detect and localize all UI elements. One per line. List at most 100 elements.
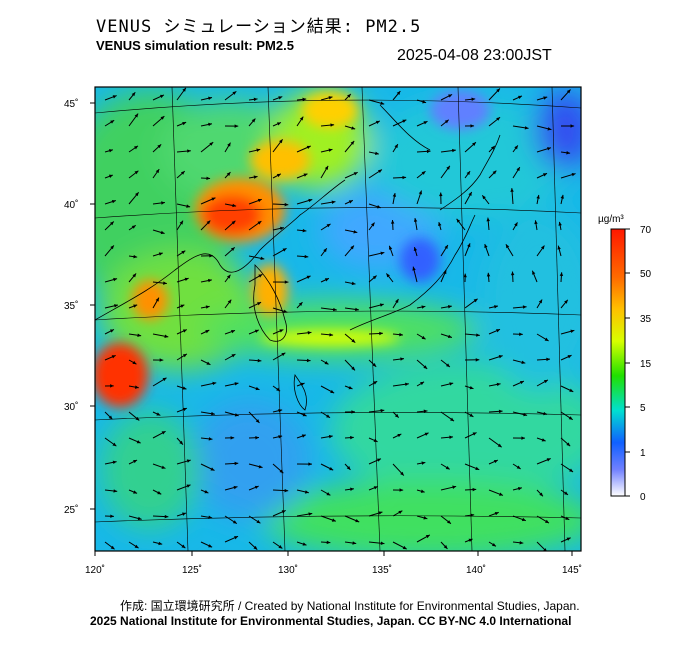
wind-arrowhead <box>232 91 237 95</box>
wind-arrowhead <box>388 245 393 250</box>
wind-arrowhead <box>233 485 238 490</box>
wind-arrowhead <box>484 244 488 249</box>
wind-arrowhead <box>379 331 383 336</box>
wind-arrowhead <box>278 435 283 439</box>
lat-label: 30˚ <box>64 401 78 413</box>
wind-arrowhead <box>497 443 502 448</box>
wind-arrowhead <box>108 415 113 420</box>
wind-arrowhead <box>438 222 442 227</box>
wind-arrowhead <box>330 389 335 394</box>
wind-arrowhead <box>326 492 331 496</box>
wind-arrowhead <box>326 414 331 418</box>
wind-arrowhead <box>251 118 256 123</box>
wind-arrowhead <box>109 221 114 226</box>
wind-arrowhead <box>386 273 390 278</box>
wind-arrowhead <box>351 410 355 414</box>
wind-arrowhead <box>350 435 354 440</box>
wind-arrowhead <box>566 442 571 447</box>
wind-arrowhead <box>521 517 526 522</box>
wind-arrowhead <box>496 88 500 93</box>
wind-arrowhead <box>184 277 189 282</box>
wind-arrowhead <box>323 248 327 253</box>
wind-arrowhead <box>449 435 454 439</box>
wind-arrowhead <box>353 172 358 176</box>
wind-arrowhead <box>450 417 455 422</box>
wind-arrowhead <box>324 165 329 170</box>
wind-arrowhead <box>208 437 213 441</box>
wind-arrowhead <box>570 329 575 333</box>
wind-arrowhead <box>230 247 235 252</box>
wind-arrowhead <box>375 120 380 125</box>
wind-arrowhead <box>108 174 113 178</box>
wind-arrowhead <box>326 540 331 545</box>
wind-arrowhead <box>447 334 452 339</box>
wind-arrowhead <box>255 435 259 440</box>
wind-arrowhead <box>255 419 260 423</box>
wind-arrowhead <box>253 545 258 550</box>
wind-arrowhead <box>472 432 477 436</box>
wind-arrowhead <box>136 440 141 444</box>
wind-arrowhead <box>352 541 357 545</box>
wind-arrowhead <box>134 145 138 150</box>
wind-arrowhead <box>324 278 329 282</box>
wind-arrowhead <box>353 230 358 234</box>
wind-arrowhead <box>446 165 450 170</box>
wind-arrowhead <box>449 382 454 386</box>
wind-arrowhead <box>538 299 543 304</box>
wind-arrowhead <box>108 149 113 153</box>
wind-arrowhead <box>284 202 289 207</box>
wind-arrowhead <box>498 409 503 414</box>
wind-arrowhead <box>280 226 284 231</box>
wind-arrowhead <box>475 358 480 362</box>
wind-arrowhead <box>333 307 337 312</box>
wind-arrowhead <box>300 382 305 387</box>
wind-arrowhead <box>547 127 552 131</box>
wind-arrowhead <box>231 329 236 334</box>
wind-arrowhead <box>276 173 281 178</box>
wind-arrowhead <box>534 220 538 225</box>
wind-arrowhead <box>276 122 281 126</box>
wind-arrowhead <box>472 142 476 146</box>
wind-arrowhead <box>231 354 236 358</box>
wind-arrowhead <box>161 431 166 435</box>
wind-arrowhead <box>445 363 450 367</box>
wind-arrowhead <box>425 534 430 539</box>
wind-arrowhead <box>463 273 467 278</box>
wind-arrowhead <box>211 411 215 416</box>
wind-arrowhead <box>496 117 501 121</box>
wind-arrowhead <box>111 199 116 204</box>
wind-arrowhead <box>452 148 456 153</box>
wind-arrowhead <box>372 275 377 280</box>
colorbar-level: 50 <box>640 269 652 280</box>
wind-arrowhead <box>308 462 312 466</box>
wind-arrowhead <box>226 172 231 176</box>
wind-arrowhead <box>109 329 114 333</box>
wind-arrowhead <box>234 382 239 386</box>
wind-arrowhead <box>445 465 450 470</box>
wind-arrowhead <box>564 299 568 304</box>
wind-arrowhead <box>330 123 335 127</box>
wind-arrowhead <box>299 116 304 121</box>
wind-arrowhead <box>447 305 452 309</box>
wind-arrowhead <box>187 149 191 153</box>
wind-arrowhead <box>376 458 381 462</box>
wind-arrowhead <box>413 247 418 252</box>
colorbar-ticks <box>625 228 630 497</box>
wind-arrowhead <box>443 270 447 275</box>
wind-arrowhead <box>137 333 142 337</box>
wind-arrowhead <box>306 275 311 279</box>
wind-arrowhead <box>566 537 571 541</box>
wind-arrowhead <box>542 173 547 177</box>
concentration-field <box>95 87 581 551</box>
wind-arrowhead <box>326 223 331 228</box>
wind-arrowhead <box>541 438 546 442</box>
wind-arrowhead <box>112 95 117 99</box>
wind-arrowhead <box>112 442 117 447</box>
wind-arrowhead <box>284 280 289 284</box>
wind-arrowhead <box>496 382 501 387</box>
wind-arrowhead <box>468 538 473 542</box>
wind-arrowhead <box>350 140 355 145</box>
colorbar-labels: 70 50 35 15 5 1 0 <box>640 225 652 503</box>
wind-arrowhead <box>559 272 564 277</box>
wind-arrowhead <box>160 230 165 235</box>
